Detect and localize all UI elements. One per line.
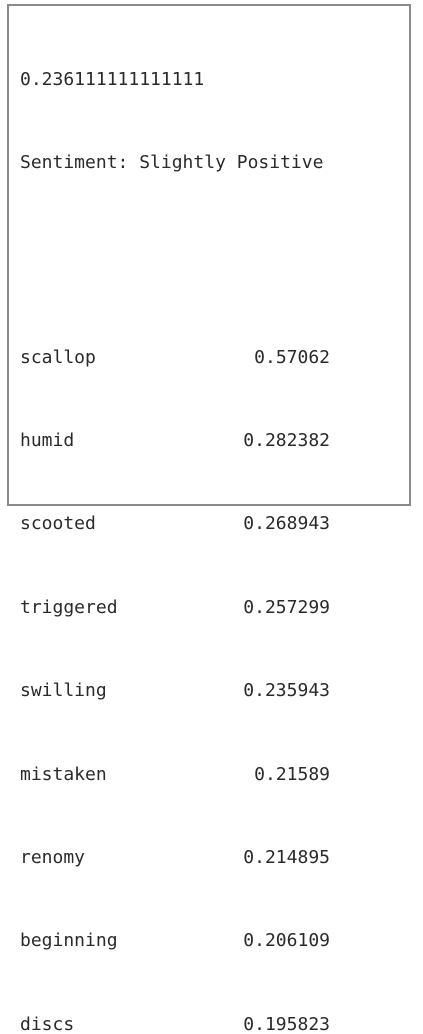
table-row: mistaken 0.21589 [20,761,330,789]
console-text: 0.236111111111111 Sentiment: Slightly Po… [20,10,330,1034]
word-cell: discs [20,1013,75,1034]
table-row: triggered 0.257299 [20,594,330,622]
score-cell: 0.257299 [243,596,330,618]
score-cell: 0.57062 [254,346,330,368]
overall-score: 0.236111111111111 [20,68,205,90]
score-cell: 0.268943 [243,513,330,535]
word-cell: scooted [20,513,96,535]
table-row: renomy 0.214895 [20,844,330,872]
score-cell: 0.214895 [243,846,330,868]
word-cell: humid [20,429,75,451]
table-row: beginning 0.206109 [20,927,330,955]
blank-line [20,232,330,260]
score-cell: 0.206109 [243,930,330,952]
score-cell: 0.235943 [243,680,330,702]
word-cell: beginning [20,930,118,952]
word-cell: renomy [20,846,86,868]
word-cell: swilling [20,680,107,702]
table-row: swilling 0.235943 [20,677,330,705]
table-row: discs 0.195823 [20,1011,330,1034]
word-cell: scallop [20,346,96,368]
console-output-panel: 0.236111111111111 Sentiment: Slightly Po… [7,4,411,1034]
score-cell: 0.282382 [243,429,330,451]
word-cell: mistaken [20,763,107,785]
score-cell: 0.21589 [254,763,330,785]
sentiment-label: Sentiment: Slightly Positive [20,151,324,173]
table-row: scooted 0.268943 [20,510,330,538]
table-row: scallop 0.57062 [20,344,330,372]
word-cell: triggered [20,596,118,618]
score-cell: 0.195823 [243,1013,330,1034]
table-row: humid 0.282382 [20,427,330,455]
